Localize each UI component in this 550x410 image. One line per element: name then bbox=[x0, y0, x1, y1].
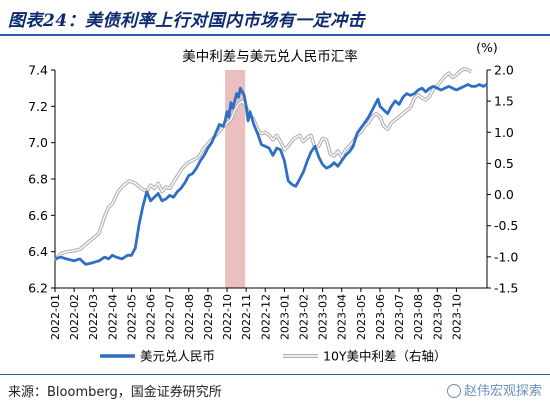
y-left-tick-label: 7.2 bbox=[28, 99, 48, 114]
y-left-tick-label: 6.8 bbox=[28, 172, 48, 187]
x-tick-label: 2022-01 bbox=[49, 294, 62, 340]
y-left-tick-label: 7.0 bbox=[28, 135, 48, 150]
x-tick-label: 2022-03 bbox=[87, 294, 100, 340]
x-tick-label: 2022-04 bbox=[106, 294, 119, 340]
x-tick-label: 2023-08 bbox=[412, 294, 425, 340]
watermark: 赵伟宏观探索 bbox=[446, 380, 542, 399]
y-right-tick-label: 2.0 bbox=[494, 63, 514, 78]
x-tick-label: 2023-10 bbox=[450, 294, 463, 340]
y-right-tick-label: 1.0 bbox=[494, 125, 514, 140]
y-right-tick-label: -1.5 bbox=[494, 281, 518, 296]
y-right-tick-label: 1.5 bbox=[494, 94, 514, 109]
y-right-tick-label: 0.0 bbox=[494, 187, 514, 202]
legend-label-usdcny: 美元兑人民币 bbox=[140, 349, 215, 364]
highlight-band bbox=[225, 70, 246, 288]
y-left-tick-label: 7.4 bbox=[28, 63, 48, 78]
x-tick-label: 2022-12 bbox=[259, 294, 272, 340]
legend-label-spread: 10Y美中利差（右轴） bbox=[323, 349, 447, 364]
x-tick-label: 2022-05 bbox=[125, 294, 138, 340]
chart-series-layer bbox=[53, 67, 488, 266]
watermark-text: 赵伟宏观探索 bbox=[463, 384, 542, 399]
x-tick-label: 2022-08 bbox=[183, 294, 196, 340]
x-tick-label: 2022-11 bbox=[240, 294, 253, 340]
x-tick-label: 2022-02 bbox=[68, 294, 81, 340]
x-tick-label: 2023-07 bbox=[393, 294, 406, 340]
chart-axes: 6.2 6.4 6.6 6.8 7.0 7.2 7.4 -1.5 -1.0 -0.5 0.0 0.5 1… bbox=[28, 63, 518, 340]
chart-title: 美中利差与美元兑人民币汇率 bbox=[182, 48, 358, 65]
y-left-tick-label: 6.4 bbox=[28, 244, 48, 259]
x-tick-label: 2023-02 bbox=[297, 294, 310, 340]
chart-legend: 美元兑人民币 10Y美中利差（右轴） bbox=[100, 349, 447, 364]
series-usdcny-line bbox=[54, 83, 488, 266]
y-right-tick-label: -0.5 bbox=[494, 218, 518, 233]
x-tick-label: 2023-09 bbox=[431, 294, 444, 340]
series-spread-line-inner bbox=[54, 68, 472, 261]
x-tick-label: 2023-06 bbox=[374, 294, 387, 340]
wechat-icon bbox=[446, 384, 461, 398]
x-tick-label: 2022-09 bbox=[202, 294, 215, 340]
figure-title: 图表24：美债利率上行对国内市场有一定冲击 bbox=[8, 11, 366, 31]
x-tick-label: 2023-05 bbox=[355, 294, 368, 340]
bottom-rule bbox=[0, 374, 550, 375]
chart: 6.2 6.4 6.6 6.8 7.0 7.2 7.4 -1.5 -1.0 -0.5 0.0 0.5 1… bbox=[28, 40, 518, 364]
series-spread-line-outer bbox=[53, 67, 473, 262]
x-tick-label: 2023-04 bbox=[336, 294, 349, 340]
y-right-tick-label: 0.5 bbox=[494, 156, 514, 171]
x-tick-label: 2023-01 bbox=[278, 294, 291, 340]
y-left-tick-label: 6.2 bbox=[28, 281, 48, 296]
x-tick-label: 2023-03 bbox=[317, 294, 330, 340]
right-axis-unit: (%) bbox=[476, 40, 498, 55]
source-note: 来源：Bloomberg，国金证券研究所 bbox=[8, 385, 222, 400]
x-tick-label: 2022-07 bbox=[164, 294, 177, 340]
x-tick-label: 2022-06 bbox=[145, 294, 158, 340]
chart-highlight-layer bbox=[225, 70, 246, 288]
y-right-tick-label: -1.0 bbox=[494, 249, 518, 264]
title-rule bbox=[0, 34, 550, 36]
y-left-tick-label: 6.6 bbox=[28, 208, 48, 223]
x-tick-label: 2022-10 bbox=[221, 294, 234, 340]
